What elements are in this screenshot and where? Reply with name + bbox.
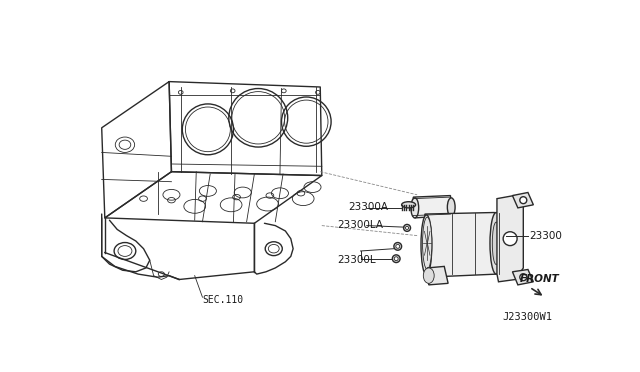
Ellipse shape xyxy=(503,232,517,246)
Polygon shape xyxy=(497,196,524,282)
Ellipse shape xyxy=(411,198,419,218)
Polygon shape xyxy=(428,266,448,285)
Polygon shape xyxy=(425,212,497,277)
Text: 23300L: 23300L xyxy=(337,255,376,265)
Text: 23300A: 23300A xyxy=(348,202,388,212)
Ellipse shape xyxy=(422,217,432,269)
Polygon shape xyxy=(513,192,533,208)
Text: 23300: 23300 xyxy=(529,231,563,241)
Ellipse shape xyxy=(520,197,527,203)
Ellipse shape xyxy=(392,255,400,263)
Ellipse shape xyxy=(402,202,415,208)
Text: J23300W1: J23300W1 xyxy=(503,312,553,322)
Ellipse shape xyxy=(490,212,502,274)
Text: FRONT: FRONT xyxy=(520,274,560,284)
Ellipse shape xyxy=(394,243,402,250)
Ellipse shape xyxy=(406,226,408,230)
Ellipse shape xyxy=(423,268,434,283)
Ellipse shape xyxy=(520,274,527,280)
Text: 23300LA: 23300LA xyxy=(337,220,383,230)
Text: SEC.110: SEC.110 xyxy=(203,295,244,305)
Ellipse shape xyxy=(404,224,410,231)
Ellipse shape xyxy=(492,222,500,264)
Ellipse shape xyxy=(421,215,432,275)
Ellipse shape xyxy=(396,244,400,248)
Polygon shape xyxy=(513,269,533,285)
Ellipse shape xyxy=(447,198,455,217)
Ellipse shape xyxy=(394,257,398,261)
Polygon shape xyxy=(413,196,452,218)
